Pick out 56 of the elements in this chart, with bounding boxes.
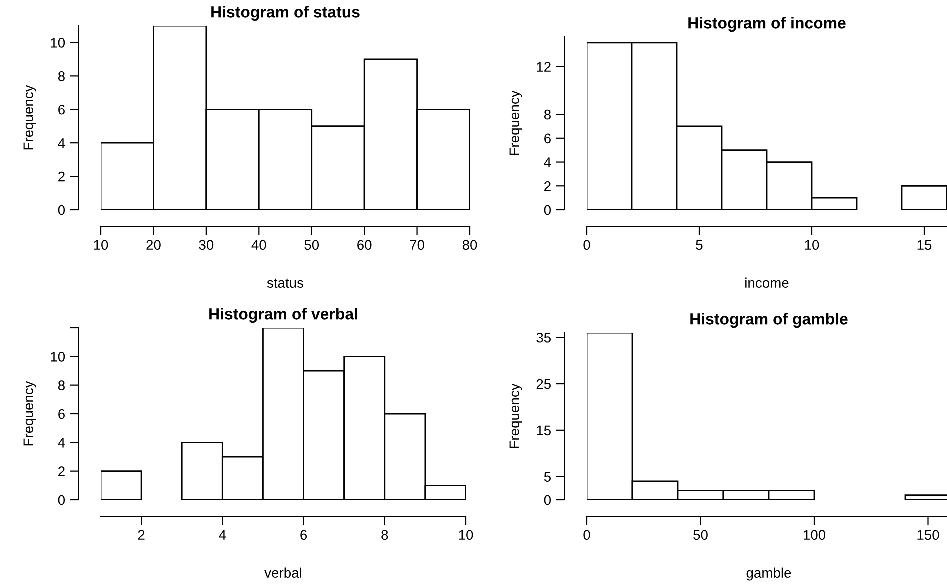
x-tick-label: 100 xyxy=(804,530,826,540)
y-tick-label: 10 xyxy=(51,38,66,48)
chart-title: Histogram of gamble xyxy=(690,313,848,328)
chart-title: Histogram of verbal xyxy=(210,308,358,324)
x-axis-title: income xyxy=(746,278,789,288)
chart-title: Histogram of status xyxy=(212,6,360,22)
x-tick-label: 0 xyxy=(584,530,590,540)
x-tick-label: 20 xyxy=(146,240,161,250)
y-tick-label: 15 xyxy=(537,426,552,436)
y-tick-label: 2 xyxy=(58,172,65,182)
x-tick-label: 4 xyxy=(219,530,226,540)
y-tick-label: 35 xyxy=(536,332,552,343)
x-tick-label: 50 xyxy=(304,240,320,250)
y-tick-label: 5 xyxy=(544,472,551,482)
y-axis-title: Frequency xyxy=(24,85,36,150)
y-tick-label: 8 xyxy=(58,72,65,82)
x-tick-label: 0 xyxy=(584,240,590,250)
y-tick-label: 25 xyxy=(536,379,552,390)
x-tick-label: 15 xyxy=(918,240,932,250)
y-tick-label: 4 xyxy=(544,158,552,168)
y-axis-title: Frequency xyxy=(510,384,522,448)
x-tick-label: 60 xyxy=(358,240,372,250)
x-tick-label: 2 xyxy=(138,530,145,540)
y-tick-label: 0 xyxy=(58,205,66,216)
x-tick-label: 5 xyxy=(696,240,703,250)
x-axis-title: status xyxy=(267,278,304,288)
y-tick-label: 4 xyxy=(58,438,66,448)
y-axis-title: Frequency xyxy=(510,90,522,156)
y-tick-label: 0 xyxy=(544,495,552,506)
y-axis-title: Frequency xyxy=(24,381,36,446)
y-tick-label: 12 xyxy=(537,62,551,72)
y-tick-label: 2 xyxy=(544,181,551,192)
x-tick-label: 50 xyxy=(694,530,708,540)
x-tick-label: 6 xyxy=(300,530,308,540)
x-axis-title: verbal xyxy=(264,568,302,578)
x-tick-label: 70 xyxy=(410,240,424,250)
y-tick-label: 6 xyxy=(58,409,65,420)
y-tick-label: 0 xyxy=(58,495,66,506)
y-tick-label: 4 xyxy=(58,138,66,148)
x-tick-label: 80 xyxy=(462,240,478,250)
x-tick-label: 10 xyxy=(805,240,820,250)
y-tick-label: 6 xyxy=(544,134,551,144)
x-axis-title: gamble xyxy=(746,568,792,581)
chart-title: Histogram of income xyxy=(688,17,846,32)
y-tick-label: 8 xyxy=(544,110,551,120)
y-tick-label: 6 xyxy=(58,104,65,115)
x-tick-label: 10 xyxy=(459,530,474,540)
x-tick-label: 8 xyxy=(382,530,388,540)
y-tick-label: 10 xyxy=(51,352,66,362)
x-tick-label: 150 xyxy=(918,530,940,540)
x-tick-label: 30 xyxy=(199,240,214,250)
y-tick-label: 0 xyxy=(544,205,552,216)
x-tick-label: 10 xyxy=(94,240,108,250)
y-tick-label: 2 xyxy=(58,466,65,476)
x-tick-label: 40 xyxy=(252,240,266,250)
y-tick-label: 8 xyxy=(58,380,65,391)
